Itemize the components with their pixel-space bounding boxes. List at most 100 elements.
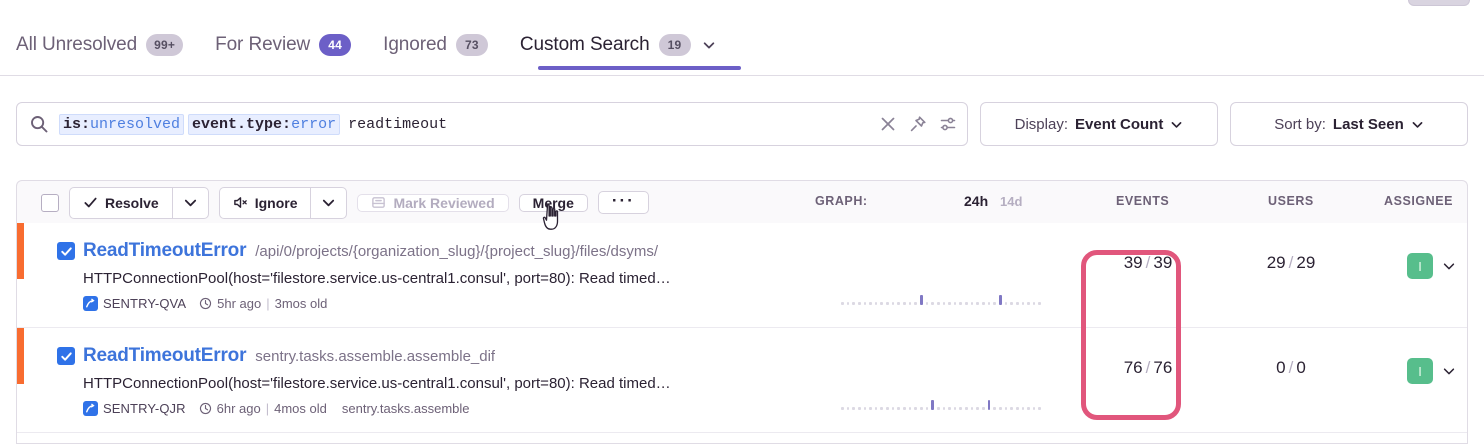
issue-meta: SENTRY-QJR 6hr ago | 4mos old sentry.tas… [83, 401, 823, 416]
column-header-events: EVENTS [1116, 194, 1170, 208]
sparkline-bar [953, 407, 957, 410]
issue-tabs: All Unresolved 99+ For Review 44 Ignored… [16, 28, 748, 62]
close-icon[interactable] [879, 115, 897, 133]
issue-select-checkbox[interactable] [57, 347, 75, 365]
display-label: Display: [1014, 115, 1068, 133]
table-row[interactable] [17, 433, 1467, 443]
project-chip[interactable]: SENTRY-QVA [83, 296, 186, 311]
mouse-cursor [540, 203, 566, 233]
sparkline-bar [998, 407, 1002, 410]
issue-events-count[interactable]: 39 / 39 [1098, 253, 1198, 273]
tab-all-unresolved[interactable]: All Unresolved 99+ [16, 28, 199, 62]
events-count: 76 [1123, 358, 1143, 377]
graph-period-24h[interactable]: 24h [964, 193, 989, 209]
token-key: event.type: [192, 115, 292, 133]
sparkline-bar [942, 407, 946, 410]
sort-dropdown[interactable]: Sort by: Last Seen [1230, 102, 1468, 146]
display-dropdown[interactable]: Display: Event Count [980, 102, 1218, 146]
issue-events-count[interactable]: 76 / 76 [1098, 358, 1198, 378]
search-free-text: readtimeout [348, 115, 448, 133]
table-row[interactable]: ReadTimeoutError /api/0/projects/{organi… [17, 223, 1467, 328]
sentry-project-icon [83, 401, 98, 416]
sparkline-bar [874, 407, 878, 410]
issue-message: HTTPConnectionPool(host='filestore.servi… [83, 375, 671, 392]
resolve-button[interactable]: Resolve [69, 186, 172, 219]
pin-icon[interactable] [909, 115, 927, 133]
issue-error-type[interactable]: ReadTimeoutError [83, 345, 247, 366]
sparkline-bar [919, 295, 923, 305]
issue-action-toolbar: Resolve Ignore [16, 180, 1468, 223]
project-chip[interactable]: SENTRY-QJR [83, 401, 186, 416]
tab-for-review[interactable]: For Review 44 [215, 28, 367, 62]
issue-users-count[interactable]: 0 / 0 [1232, 358, 1350, 378]
sparkline-bar [1038, 407, 1042, 410]
tab-badge: 19 [658, 34, 691, 56]
sparkline-bar [903, 407, 906, 410]
sparkline-bar [846, 302, 850, 305]
avatar[interactable]: I [1407, 253, 1433, 279]
ignore-button[interactable]: Ignore [218, 186, 311, 219]
sparkline-bar [982, 302, 985, 305]
project-name: SENTRY-QJR [103, 401, 186, 416]
avatar[interactable]: I [1407, 358, 1433, 384]
sparkline-bar [959, 302, 963, 305]
sparkline-bar [987, 400, 991, 410]
resolve-dropdown-button[interactable] [171, 186, 209, 219]
issue-last-seen: 5hr ago [217, 296, 262, 311]
more-actions-button[interactable]: ··· [597, 191, 649, 214]
chevron-down-icon[interactable] [702, 38, 716, 52]
issue-level-bar [17, 223, 24, 279]
tab-label: Custom Search [519, 34, 650, 55]
tab-custom-search[interactable]: Custom Search 19 [520, 28, 732, 62]
select-all-checkbox[interactable] [41, 193, 59, 212]
chevron-down-icon[interactable] [1442, 259, 1456, 273]
tab-ignored[interactable]: Ignored 73 [383, 28, 504, 62]
sparkline-bar [841, 302, 844, 305]
chevron-down-icon[interactable] [1442, 364, 1456, 378]
sparkline-bar [891, 302, 895, 305]
sparkline-bar [1015, 407, 1019, 410]
resolve-button-group: Resolve [69, 186, 209, 219]
issue-users-count[interactable]: 29 / 29 [1232, 253, 1350, 273]
tab-badge: 99+ [146, 34, 184, 56]
issue-meta: SENTRY-QVA 5hr ago | 3mos old [83, 296, 823, 311]
search-token[interactable]: is: unresolved [59, 113, 185, 135]
count-separator: / [1288, 358, 1294, 377]
sparkline-bar [1021, 407, 1025, 410]
sliders-icon[interactable] [939, 115, 957, 133]
search-icon [29, 114, 49, 134]
display-value: Event Count [1075, 115, 1164, 133]
mark-reviewed-label: Mark Reviewed [393, 194, 495, 211]
chevron-down-icon [1170, 118, 1183, 131]
table-row[interactable]: ReadTimeoutError sentry.tasks.assemble.a… [17, 328, 1467, 433]
search-token[interactable]: event.type: error [188, 113, 341, 135]
graph-period-14d[interactable]: 14d [1000, 194, 1023, 209]
sparkline-bars [841, 265, 1042, 305]
issue-error-type[interactable]: ReadTimeoutError [83, 240, 247, 261]
search-row: is: unresolved event.type: error readtimeo… [0, 96, 1484, 158]
sparkline-bar [1004, 407, 1008, 410]
sparkline-bar [863, 302, 867, 305]
ignore-dropdown-button[interactable] [310, 186, 348, 219]
sparkline-bar [1027, 407, 1030, 410]
sort-value: Last Seen [1332, 115, 1404, 133]
active-tab-underline [538, 66, 741, 70]
sparkline-bar [976, 407, 980, 410]
sparkline-bar [869, 302, 872, 305]
users-total: 29 [1296, 253, 1316, 272]
mute-icon [233, 195, 248, 210]
sparkline-bar [970, 407, 974, 410]
issue-select-checkbox[interactable] [57, 242, 75, 260]
sparkline-bar [857, 302, 861, 305]
check-icon [83, 195, 98, 210]
sparkline-bar [852, 302, 855, 305]
sparkline-bar [897, 302, 901, 305]
issue-culprit: sentry.tasks.assemble.assemble_dif [255, 348, 496, 365]
issue-time: 5hr ago | 3mos old [199, 296, 327, 311]
search-input[interactable]: is: unresolved event.type: error readtimeo… [16, 102, 968, 146]
sparkline-bar [1015, 302, 1019, 305]
sparkline-bar [891, 407, 895, 410]
sparkline-bar [1027, 302, 1030, 305]
tab-label: For Review [215, 34, 311, 55]
